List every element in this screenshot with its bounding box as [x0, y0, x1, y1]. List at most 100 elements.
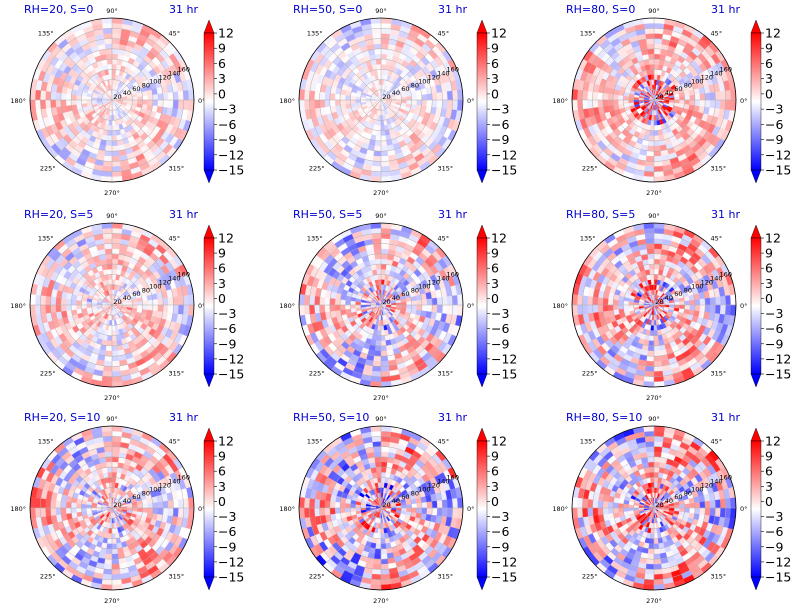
field-cell	[105, 258, 113, 265]
radial-tick-label: 80	[684, 81, 692, 89]
angle-tick-label: 0°	[740, 97, 747, 105]
field-cell	[132, 99, 138, 104]
field-cell	[162, 297, 169, 306]
field-cell	[653, 253, 661, 260]
field-cell	[103, 360, 113, 367]
field-cell	[380, 365, 390, 372]
colorbar-tick-label: −3	[218, 306, 236, 321]
field-cell	[380, 150, 389, 157]
radial-tick-label: 60	[401, 85, 409, 93]
field-cell	[111, 375, 123, 383]
field-cell	[576, 304, 584, 316]
field-cell	[380, 227, 392, 235]
angle-tick-label: 270°	[373, 394, 389, 402]
field-cell	[380, 274, 386, 280]
field-cell	[104, 355, 113, 362]
field-cell	[152, 298, 159, 306]
field-cell	[582, 304, 589, 315]
field-cell	[653, 135, 660, 142]
field-cell	[653, 279, 658, 285]
field-cell	[350, 300, 356, 306]
field-cell	[86, 301, 92, 306]
field-cell	[377, 120, 382, 126]
field-cell	[111, 58, 118, 65]
angle-tick-label: 270°	[104, 394, 120, 402]
field-cell	[111, 243, 121, 250]
polar-frame	[571, 17, 737, 183]
field-cell	[372, 360, 382, 367]
field-cell	[111, 38, 121, 45]
colorbar-tick-label: −6	[765, 117, 783, 132]
field-cell	[50, 296, 57, 306]
field-cell	[167, 91, 174, 101]
field-cell	[380, 370, 391, 377]
field-cell	[40, 90, 47, 101]
field-cell	[380, 140, 388, 147]
radial-tick-label: 140	[437, 70, 449, 78]
field-cell	[303, 294, 311, 306]
field-cell	[380, 135, 387, 142]
angle-tick-label: 45°	[711, 235, 723, 243]
field-cell	[70, 99, 77, 106]
field-cell	[649, 330, 655, 336]
field-cell	[653, 150, 662, 157]
angle-tick-label: 315°	[437, 164, 453, 172]
field-cell	[689, 304, 696, 311]
field-cell	[309, 295, 316, 306]
field-cell	[102, 233, 113, 240]
field-cell	[334, 93, 341, 101]
colorbar-tick-label: 3	[218, 276, 226, 291]
field-cell	[111, 69, 117, 75]
field-cell	[451, 294, 459, 306]
radial-tick-label: 40	[123, 89, 131, 97]
radial-tick-label: 60	[132, 290, 140, 298]
field-cell	[334, 298, 341, 306]
field-cell	[612, 99, 619, 106]
field-cell	[411, 99, 418, 105]
angular-gridline	[653, 41, 713, 101]
field-cell	[653, 43, 662, 50]
field-cell	[339, 94, 346, 101]
colorbar-max-extension	[203, 19, 215, 34]
field-cell	[167, 304, 174, 314]
field-cell	[104, 150, 113, 157]
field-cell	[55, 92, 62, 101]
field-cell	[103, 243, 113, 250]
angle-tick-label: 90°	[648, 7, 660, 15]
panel-title: RH=20, S=0	[24, 3, 93, 16]
radial-tick-label: 160	[178, 66, 190, 74]
field-cell	[617, 95, 624, 101]
field-cell	[699, 304, 706, 312]
field-cell	[724, 294, 732, 306]
field-cell	[303, 99, 311, 111]
field-cell	[177, 295, 184, 306]
field-cell	[380, 355, 389, 362]
colorbar-gradient	[203, 237, 215, 375]
field-cell	[709, 296, 716, 306]
field-cell	[157, 298, 164, 306]
colorbar-tick-label: 6	[765, 261, 773, 276]
field-cell	[653, 58, 660, 65]
angle-tick-label: 180°	[279, 302, 295, 310]
panel-title: RH=50, S=5	[293, 208, 362, 221]
field-cell	[375, 263, 382, 270]
field-cell	[380, 340, 387, 347]
field-cell	[376, 130, 382, 137]
field-cell	[431, 304, 438, 313]
radial-tick-label: 20	[113, 298, 121, 306]
radial-tick-label: 40	[665, 89, 673, 97]
field-cell	[103, 160, 113, 167]
field-cell	[653, 350, 661, 357]
field-cell	[653, 155, 663, 162]
field-cell	[653, 165, 664, 172]
field-cell	[694, 99, 701, 107]
radial-tick-label: 120	[159, 73, 171, 81]
field-cell	[355, 96, 361, 101]
field-cell	[105, 140, 113, 147]
field-cell	[648, 58, 655, 65]
field-cell	[319, 296, 326, 306]
field-cell	[111, 145, 119, 152]
angle-tick-label: 45°	[711, 30, 723, 38]
field-cell	[373, 43, 382, 50]
field-cell	[576, 99, 584, 111]
